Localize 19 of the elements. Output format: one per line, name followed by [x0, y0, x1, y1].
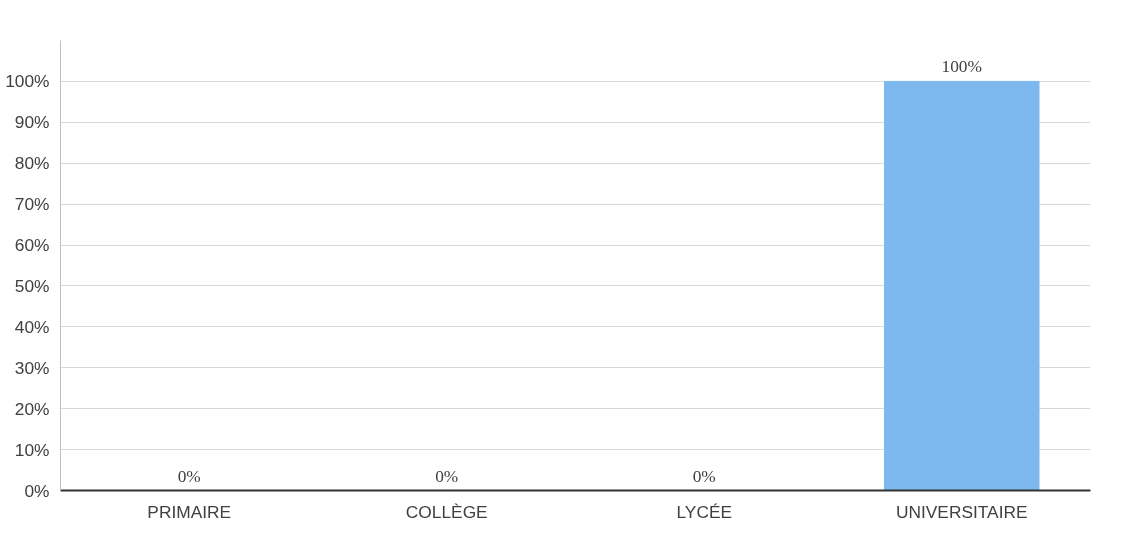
y-tick-label: 50%: [14, 275, 50, 296]
y-tick-label: 20%: [14, 398, 50, 419]
x-tick-label: UNIVERSITAIRE: [895, 501, 1028, 522]
x-tick-label: PRIMAIRE: [147, 501, 232, 522]
y-tick-label: 40%: [14, 316, 50, 337]
x-tick-label: LYCÉE: [676, 501, 733, 522]
data-label: 100%: [941, 57, 982, 77]
data-label: 0%: [177, 466, 201, 486]
y-tick-label: 10%: [14, 439, 50, 460]
y-tick-label: 100%: [5, 71, 50, 92]
y-tick-label: 0%: [24, 480, 50, 501]
y-tick-label: 80%: [14, 153, 50, 174]
y-tick-label: 70%: [14, 194, 50, 215]
data-label: 0%: [435, 466, 459, 486]
data-label: 0%: [692, 466, 716, 486]
y-tick-label: 30%: [14, 357, 50, 378]
y-tick-label: 60%: [14, 235, 50, 256]
x-tick-label: COLLÈGE: [405, 501, 488, 522]
y-tick-label: 90%: [14, 112, 50, 133]
